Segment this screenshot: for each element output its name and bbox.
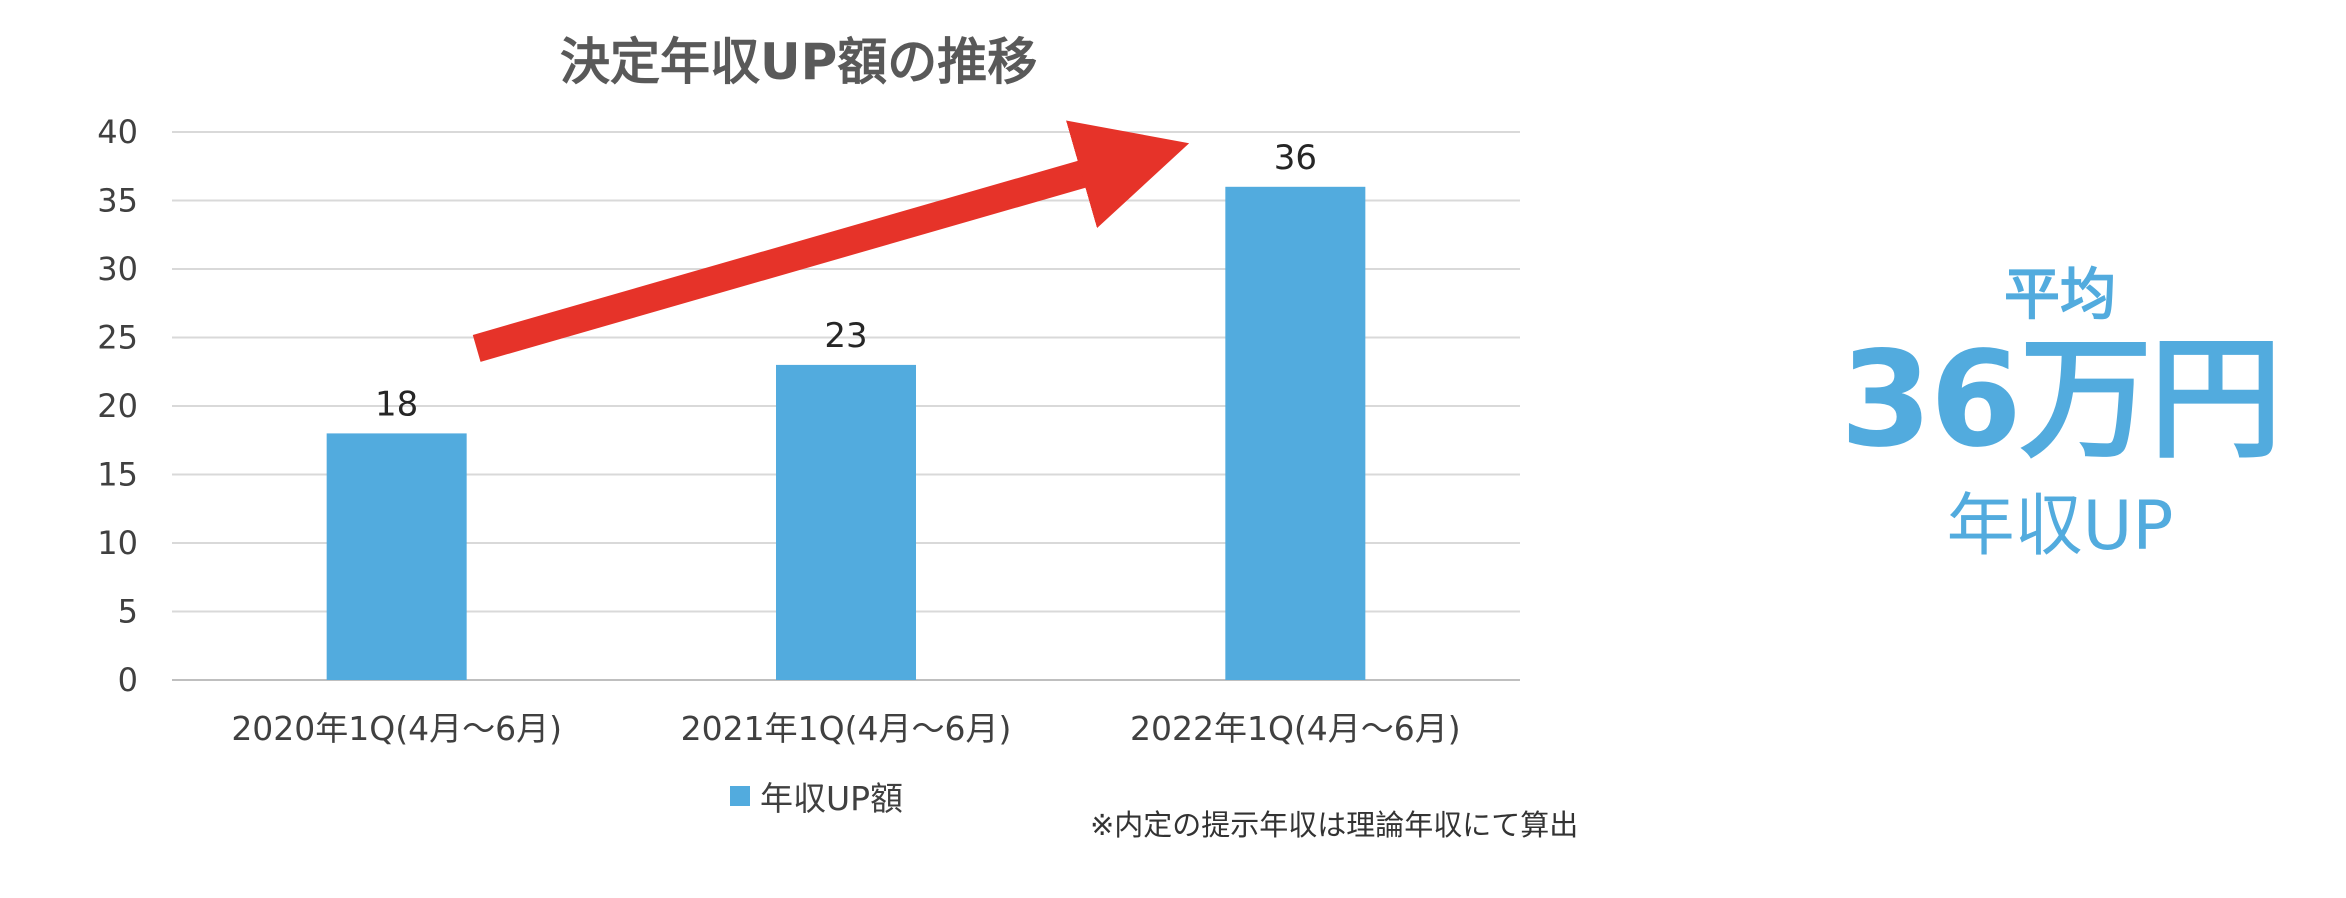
- summary-subtitle: 年収UP: [1946, 486, 2174, 566]
- bar: [326, 433, 467, 680]
- y-tick-label: 40: [97, 113, 138, 151]
- data-label: 36: [1274, 138, 1317, 178]
- data-label: 23: [824, 316, 867, 356]
- summary-label: 平均: [2004, 263, 2116, 328]
- chart-title: 決定年収UP額の推移: [560, 33, 1038, 91]
- data-label: 18: [375, 384, 418, 424]
- legend-label: 年収UP額: [760, 779, 904, 818]
- summary-panel: 平均 36万円 年収UP: [1800, 250, 2320, 569]
- footnote: ※内定の提示年収は理論年収にて算出: [1090, 808, 1579, 842]
- y-tick-label: 20: [97, 387, 138, 425]
- legend: 年収UP額: [730, 772, 903, 820]
- summary-value: 36万円: [1840, 323, 2282, 477]
- y-tick-label: 5: [118, 593, 138, 631]
- y-tick-label: 30: [97, 250, 138, 288]
- x-tick-label: 2021年1Q(4月〜6月): [681, 709, 1012, 748]
- bar: [1225, 186, 1366, 681]
- x-tick-label: 2020年1Q(4月〜6月): [231, 709, 562, 748]
- bar: [776, 364, 916, 680]
- trend-arrow: [472, 120, 1190, 362]
- y-tick-label: 25: [97, 319, 138, 357]
- y-tick-label: 0: [118, 661, 138, 699]
- x-tick-label: 2022年1Q(4月〜6月): [1130, 709, 1461, 748]
- y-tick-label: 15: [97, 456, 138, 494]
- y-tick-label: 35: [97, 182, 138, 220]
- legend-swatch: [730, 786, 750, 806]
- y-tick-label: 10: [97, 524, 138, 562]
